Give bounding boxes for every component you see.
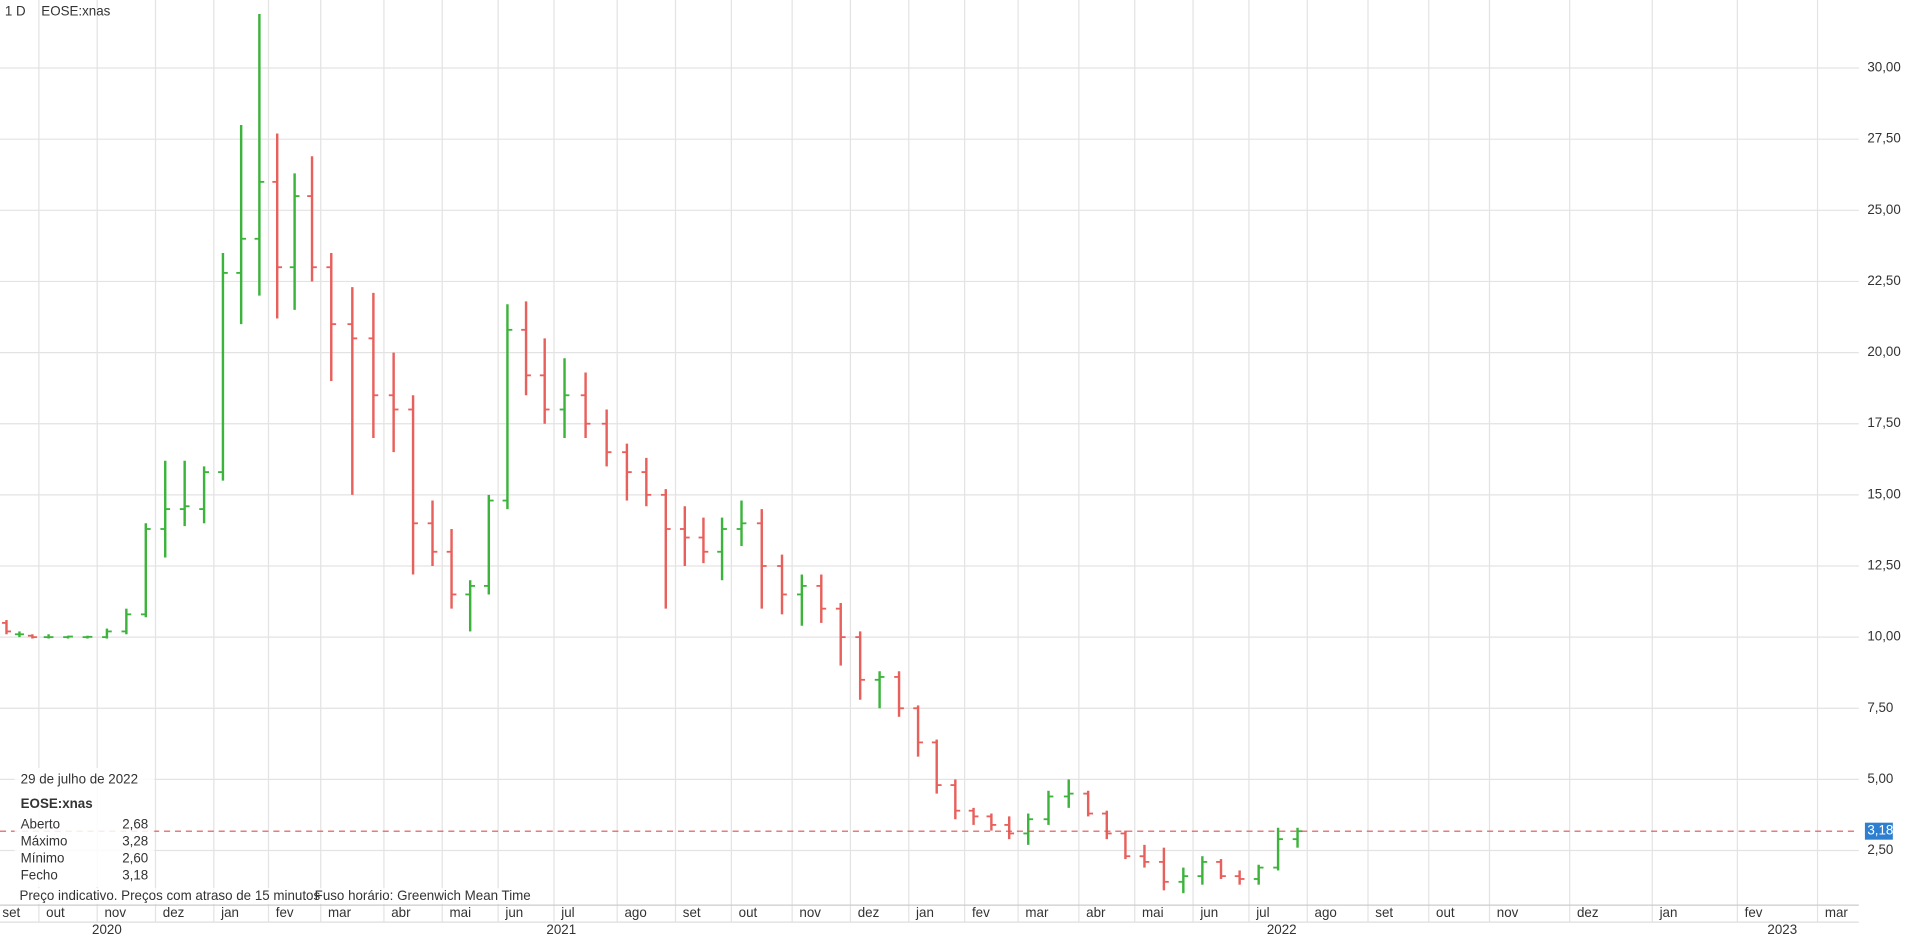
- y-tick-label: 7,50: [1867, 700, 1893, 715]
- y-tick-label: 17,50: [1867, 415, 1900, 430]
- info-value: 2,60: [122, 851, 148, 866]
- footer-bg: [14, 888, 525, 904]
- y-tick-label: 2,50: [1867, 842, 1893, 857]
- x-tick-label: mar: [328, 905, 352, 920]
- symbol-title: EOSE:xnas: [41, 4, 110, 19]
- info-value: 2,68: [122, 817, 148, 832]
- y-tick-label: 5,00: [1867, 771, 1893, 786]
- year-label: 2020: [92, 922, 122, 937]
- y-tick-label: 27,50: [1867, 131, 1900, 146]
- x-tick-label: abr: [391, 905, 411, 920]
- info-key: Mínimo: [21, 851, 65, 866]
- last-price-badge: [1864, 822, 1893, 840]
- x-tick-label: jan: [1659, 905, 1678, 920]
- x-tick-label: nov: [1497, 905, 1519, 920]
- x-tick-label: ago: [624, 905, 646, 920]
- y-tick-label: 25,00: [1867, 202, 1900, 217]
- x-tick-label: fev: [972, 905, 990, 920]
- x-tick-label: set: [2, 905, 20, 920]
- year-label: 2021: [546, 922, 576, 937]
- x-tick-label: abr: [1086, 905, 1106, 920]
- last-price-label: 3,18: [1867, 823, 1893, 838]
- interval: 1 D: [5, 4, 26, 19]
- x-tick-label: jul: [560, 905, 574, 920]
- x-tick-label: set: [683, 905, 701, 920]
- y-tick-label: 30,00: [1867, 60, 1900, 75]
- x-tick-label: ago: [1315, 905, 1337, 920]
- info-date: 29 de julho de 2022: [21, 772, 138, 787]
- x-tick-label: jan: [915, 905, 934, 920]
- info-box: [14, 767, 155, 887]
- x-tick-label: mai: [1142, 905, 1164, 920]
- x-tick-label: out: [46, 905, 65, 920]
- x-tick-label: dez: [858, 905, 880, 920]
- year-label: 2023: [1767, 922, 1797, 937]
- y-tick-label: 12,50: [1867, 558, 1900, 573]
- y-tick-label: 22,50: [1867, 273, 1900, 288]
- x-tick-label: dez: [163, 905, 185, 920]
- y-tick-label: 15,00: [1867, 486, 1900, 501]
- info-key: Máximo: [21, 834, 68, 849]
- info-value: 3,28: [122, 834, 148, 849]
- info-key: Aberto: [21, 817, 60, 832]
- y-tick-label: 20,00: [1867, 344, 1900, 359]
- x-tick-label: out: [1436, 905, 1455, 920]
- x-tick-label: jun: [1199, 905, 1218, 920]
- overlay: 3,18 29 de julho de 2022 EOSE:xnas Aberto 2,…: [0, 767, 1893, 904]
- x-tick-label: nov: [104, 905, 126, 920]
- bars: [1, 13, 1303, 894]
- x-tick-label: mar: [1825, 905, 1849, 920]
- year-label: 2022: [1267, 922, 1297, 937]
- info-key: Fecho: [21, 868, 58, 883]
- grid: [0, 0, 1859, 923]
- x-tick-label: mai: [450, 905, 472, 920]
- x-tick-label: jul: [1255, 905, 1269, 920]
- x-tick-label: nov: [799, 905, 821, 920]
- footer-timezone: Fuso horário: Greenwich Mean Time: [315, 888, 531, 903]
- x-tick-label: fev: [276, 905, 294, 920]
- x-tick-label: jun: [504, 905, 523, 920]
- info-symbol: EOSE:xnas: [21, 796, 93, 811]
- x-tick-label: mar: [1025, 905, 1049, 920]
- y-tick-label: 10,00: [1867, 629, 1900, 644]
- x-tick-label: out: [739, 905, 758, 920]
- x-tick-label: jan: [220, 905, 239, 920]
- footer-note: Preço indicativo. Preços com atraso de 1…: [19, 888, 320, 903]
- x-tick-label: fev: [1745, 905, 1763, 920]
- x-tick-label: set: [1375, 905, 1393, 920]
- x-tick-label: dez: [1577, 905, 1599, 920]
- info-value: 3,18: [122, 868, 148, 883]
